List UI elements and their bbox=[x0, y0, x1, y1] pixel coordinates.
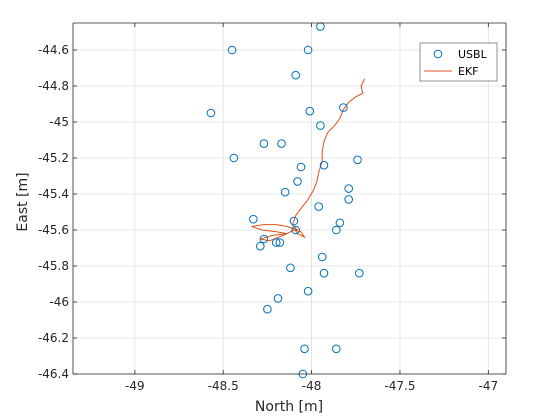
usbl-point bbox=[335, 218, 345, 228]
usbl-point bbox=[332, 344, 341, 354]
usbl-point bbox=[291, 70, 301, 80]
ekf-trajectory-line bbox=[251, 78, 366, 242]
y-axis-label: East [m] bbox=[15, 172, 31, 231]
usbl-point bbox=[319, 160, 329, 170]
usbl-point bbox=[275, 238, 285, 247]
usbl-point bbox=[305, 106, 315, 116]
legend-ekf-label: EKF bbox=[458, 65, 479, 78]
x-tick-label: -47.5 bbox=[384, 379, 415, 393]
usbl-point bbox=[355, 268, 364, 278]
axes-frame bbox=[72, 22, 507, 375]
legend-box bbox=[419, 42, 498, 82]
usbl-point bbox=[316, 121, 325, 130]
y-tick-label: -44.6 bbox=[38, 43, 69, 57]
x-axis-ticks: -49 -48.5 -48 -47.5 -47 bbox=[125, 23, 498, 393]
y-tick-label: -45.2 bbox=[38, 151, 69, 165]
y-tick-label: -45.4 bbox=[38, 187, 69, 201]
usbl-point bbox=[259, 234, 269, 244]
x-tick-label: -49 bbox=[125, 379, 145, 393]
y-tick-label: -46.2 bbox=[38, 331, 69, 345]
usbl-point bbox=[291, 225, 301, 235]
usbl-point bbox=[227, 45, 237, 55]
usbl-point bbox=[303, 286, 313, 296]
legend: USBL EKF bbox=[419, 42, 498, 82]
usbl-point bbox=[206, 108, 216, 118]
usbl-point bbox=[319, 268, 329, 278]
usbl-point bbox=[289, 216, 299, 226]
usbl-point bbox=[339, 103, 348, 112]
usbl-point bbox=[277, 139, 286, 148]
usbl-point bbox=[280, 187, 290, 197]
usbl-point bbox=[271, 238, 281, 247]
legend-usbl-label: USBL bbox=[458, 48, 488, 61]
usbl-point bbox=[249, 214, 258, 224]
usbl-point bbox=[286, 263, 295, 273]
usbl-point bbox=[314, 202, 324, 211]
usbl-point bbox=[229, 153, 239, 163]
usbl-point bbox=[300, 344, 309, 354]
y-tick-label: -45.6 bbox=[38, 223, 69, 237]
legend-usbl-marker bbox=[433, 49, 443, 59]
usbl-point bbox=[259, 139, 269, 148]
usbl-point bbox=[296, 162, 306, 172]
y-tick-label: -45 bbox=[49, 115, 69, 129]
y-tick-label: -46 bbox=[49, 295, 69, 309]
y-tick-label: -44.8 bbox=[38, 79, 69, 93]
y-tick-label: -45.8 bbox=[38, 259, 69, 273]
usbl-point bbox=[353, 155, 362, 165]
x-tick-label: -48.5 bbox=[208, 379, 239, 393]
usbl-point bbox=[344, 184, 354, 193]
x-tick-label: -47 bbox=[479, 379, 499, 393]
ekf-series bbox=[251, 78, 366, 242]
usbl-point bbox=[263, 304, 272, 314]
axes-background bbox=[73, 23, 506, 374]
y-axis-ticks: -44.6 -44.8 -45 -45.2 -45.4 -45.6 -45.8 -46 -46.… bbox=[38, 43, 506, 381]
usbl-point bbox=[344, 195, 354, 204]
usbl-point bbox=[303, 45, 313, 55]
usbl-point bbox=[317, 252, 327, 262]
usbl-point bbox=[273, 294, 283, 303]
y-tick-label: -46.4 bbox=[38, 367, 69, 381]
usbl-point bbox=[332, 225, 341, 235]
grid-layer bbox=[73, 23, 506, 375]
usbl-point bbox=[293, 177, 302, 186]
x-axis-label: North [m] bbox=[255, 399, 323, 415]
x-tick-label: -48 bbox=[302, 379, 322, 393]
usbl-point bbox=[256, 241, 265, 251]
